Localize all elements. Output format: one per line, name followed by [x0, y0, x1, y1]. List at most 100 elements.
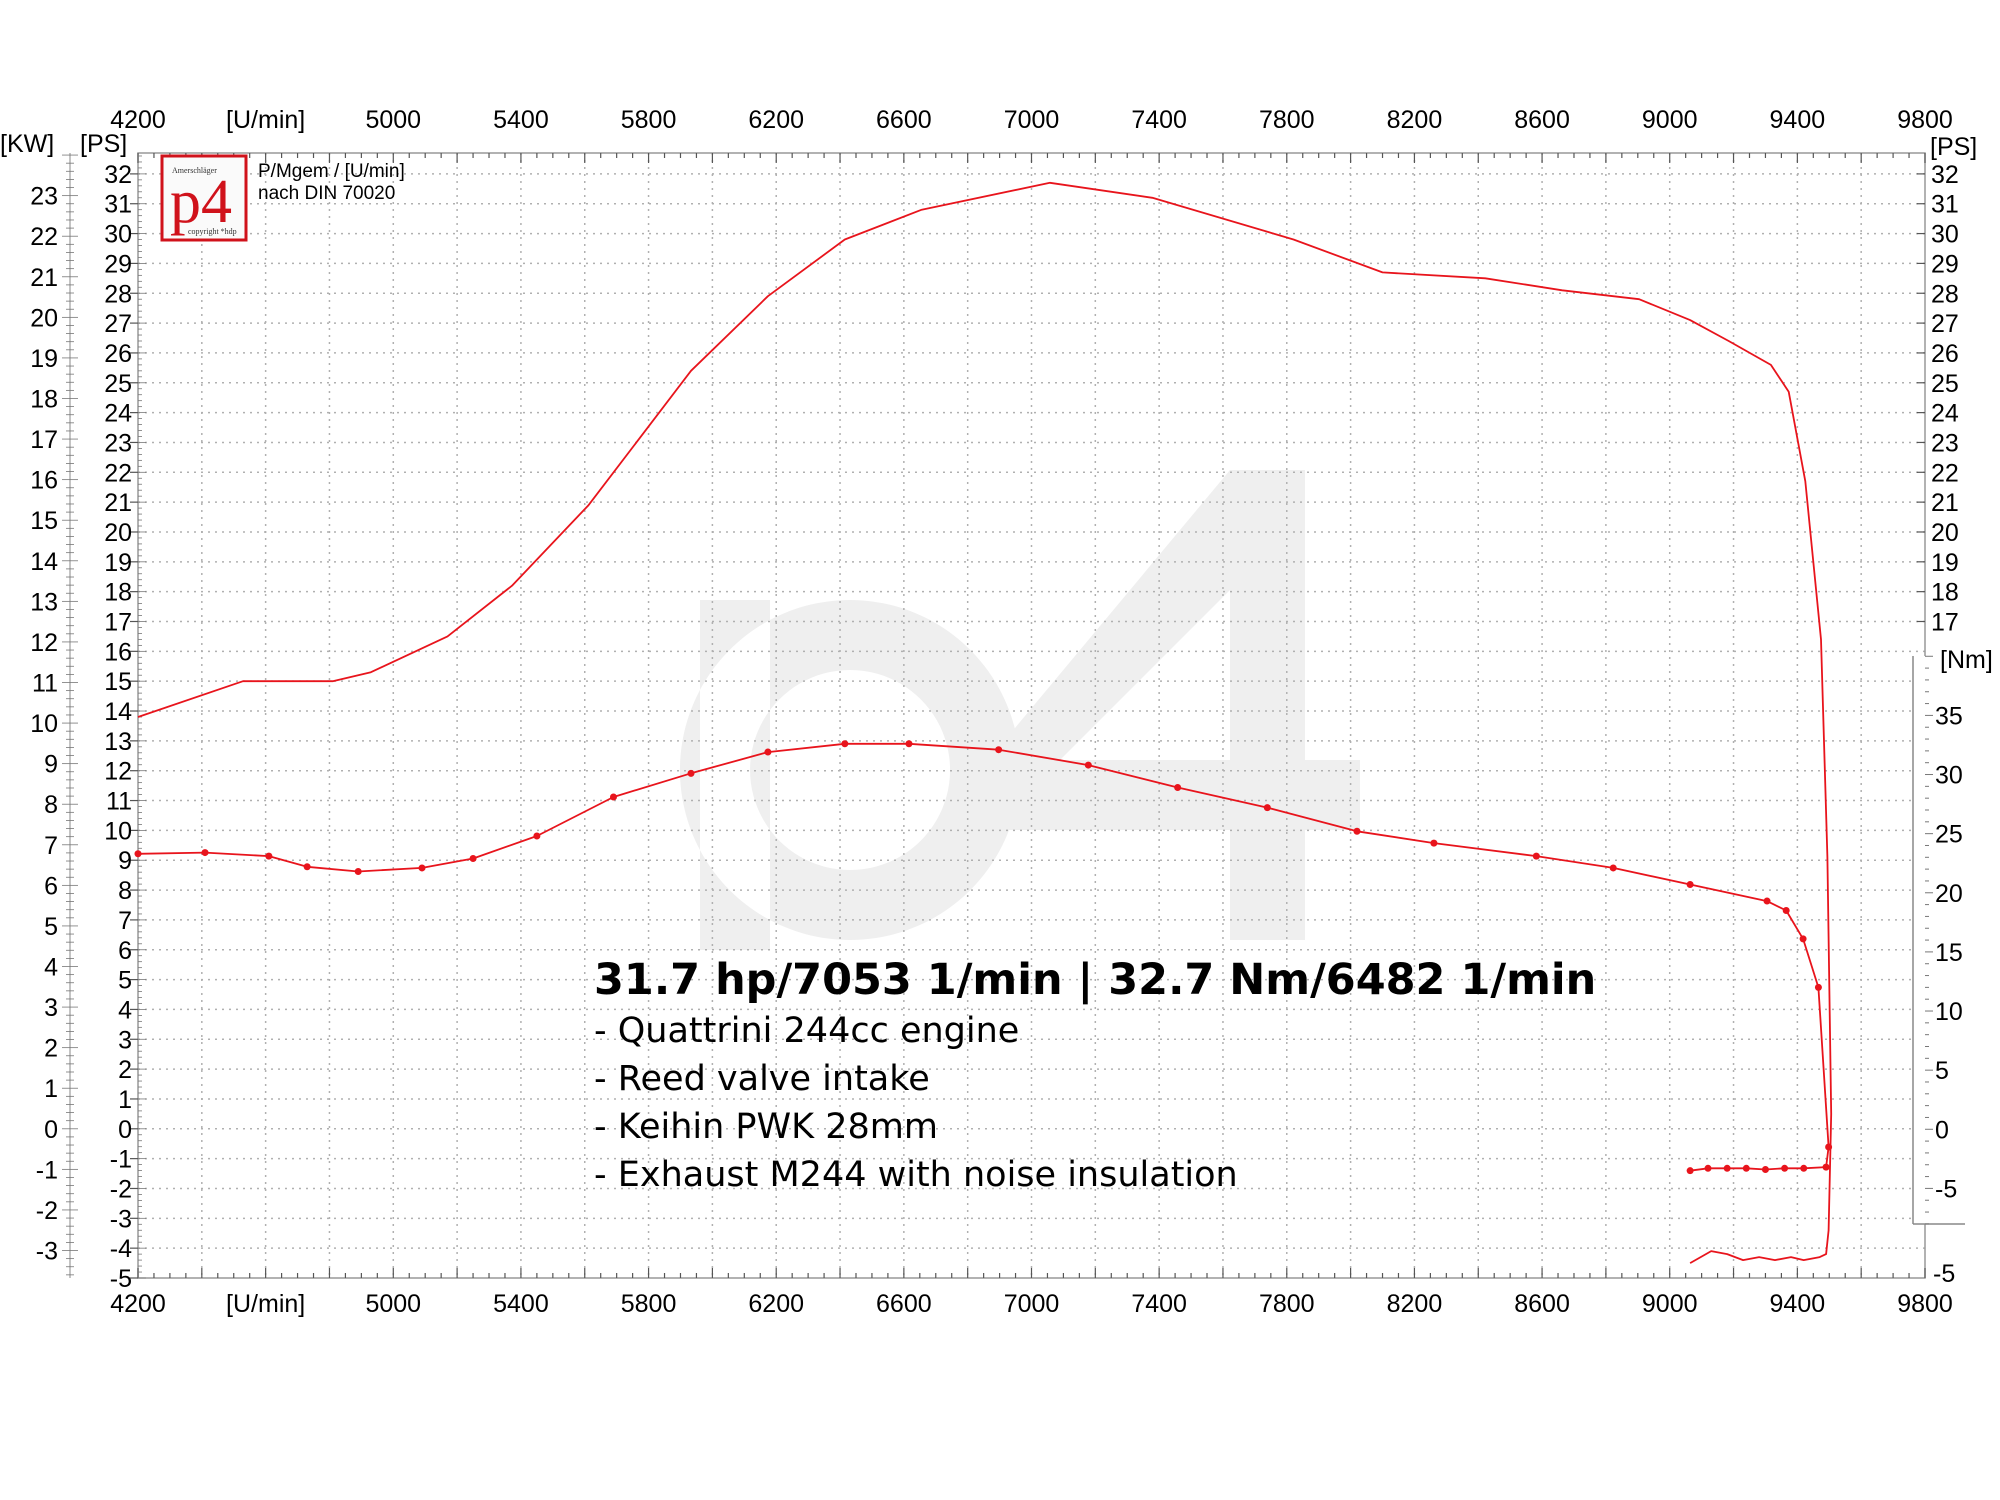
ps-tick-label-left: 22	[104, 459, 132, 487]
nm-tick-label: 35	[1935, 702, 1963, 730]
x-tick-label-top: 5400	[493, 106, 549, 134]
torque-point	[905, 740, 913, 748]
x-tick-label-bottom: 7400	[1131, 1290, 1187, 1318]
x-axis-label-top: [U/min]	[226, 106, 305, 134]
watermark-4-shape	[980, 470, 1360, 940]
ps-tick-label-right: 23	[1931, 429, 1959, 457]
x-tick-label-bottom: 7000	[1004, 1290, 1060, 1318]
nm-tick-label: -5	[1935, 1175, 1957, 1203]
ps-tick-label-left: 10	[104, 817, 132, 845]
ps-axis-label-right: [PS]	[1930, 133, 1977, 161]
torque-point	[1763, 897, 1771, 905]
legend-line-2: nach DIN 70020	[258, 183, 395, 204]
ps-tick-label-right: 20	[1931, 519, 1959, 547]
kw-tick-label: 11	[32, 670, 58, 698]
torque-point	[134, 850, 142, 858]
x-tick-label-bottom: 6600	[876, 1290, 932, 1318]
ps-tick-label-left: 9	[118, 847, 132, 875]
ps-tick-label-left: 0	[118, 1116, 132, 1144]
kw-tick-label: 16	[30, 467, 58, 495]
ps-tick-label-left: 5	[118, 967, 132, 995]
logo: Amerschläger p4 copyright *hdp	[160, 154, 248, 242]
ps-tick-label-left: 28	[104, 280, 132, 308]
annotation-line-3: - Keihin PWK 28mm	[594, 1107, 938, 1147]
torque-point	[1814, 983, 1822, 991]
nm-tick-label: 5	[1935, 1057, 1949, 1085]
kw-tick-label: 6	[44, 872, 58, 900]
ps-tick-label-left: 13	[104, 728, 132, 756]
ps-tick-label-left: 16	[104, 638, 132, 666]
x-tick-label-top: 9000	[1642, 106, 1698, 134]
torque-point	[995, 746, 1003, 754]
ps-tick-label-left: 30	[104, 221, 132, 249]
x-tick-label-bottom: 4200	[110, 1290, 166, 1318]
nm-tick-label: 20	[1935, 880, 1963, 908]
ps-tick-label-left: 25	[104, 370, 132, 398]
annotation-line-1: - Quattrini 244cc engine	[594, 1011, 1019, 1051]
ps-tick-label-right: 22	[1931, 459, 1959, 487]
nm-tick-label: 15	[1935, 939, 1963, 967]
ps-tick-label-left: 26	[104, 340, 132, 368]
torque-point	[841, 740, 849, 748]
ps-tick-label-left: 7	[118, 907, 132, 935]
torque-point	[764, 748, 772, 756]
torque-point	[1704, 1164, 1712, 1172]
x-tick-label-bottom: 5000	[365, 1290, 421, 1318]
kw-tick-label: 14	[30, 548, 58, 576]
ps-tick-label-right: 24	[1931, 400, 1959, 428]
kw-tick-label: 12	[30, 629, 58, 657]
x-tick-label-top: 4200	[110, 106, 166, 134]
x-tick-label-top: 5800	[621, 106, 677, 134]
kw-tick-label: 13	[30, 588, 58, 616]
x-tick-label-top: 7400	[1131, 106, 1187, 134]
torque-point	[303, 863, 311, 871]
x-tick-label-bottom: 9400	[1770, 1290, 1826, 1318]
ps-tick-label-left: 32	[104, 161, 132, 189]
ps-tick-label-left: -2	[110, 1175, 132, 1203]
ps-tick-label-right: 30	[1931, 221, 1959, 249]
kw-tick-label: 1	[44, 1075, 58, 1103]
torque-point	[1800, 1164, 1808, 1172]
torque-point	[265, 852, 273, 860]
ps-tick-label-left: 31	[104, 191, 132, 219]
kw-tick-label: 3	[44, 994, 58, 1022]
ps-tick-label-left: -4	[110, 1235, 132, 1263]
torque-point	[1174, 784, 1182, 792]
torque-point	[1084, 761, 1092, 769]
torque-point	[1353, 827, 1361, 835]
kw-tick-label: -3	[36, 1238, 58, 1266]
x-tick-label-top: 8600	[1514, 106, 1570, 134]
torque-point	[1799, 935, 1807, 943]
kw-tick-label: 4	[44, 954, 58, 982]
ps-tick-label-left: 21	[104, 489, 132, 517]
annotation-line-2: - Reed valve intake	[594, 1059, 930, 1099]
ps-tick-label-left: 18	[104, 579, 132, 607]
x-tick-label-bottom: 8600	[1514, 1290, 1570, 1318]
x-tick-label-bottom: 7800	[1259, 1290, 1315, 1318]
ps-tick-label-left: 15	[104, 668, 132, 696]
x-tick-label-bottom: 5800	[621, 1290, 677, 1318]
ps-tick-label-right: 21	[1931, 489, 1959, 517]
ps-tick-label-left: 11	[106, 788, 132, 816]
x-tick-label-top: 6600	[876, 106, 932, 134]
logo-main-text: p4	[170, 168, 232, 236]
annotation-line-4: - Exhaust M244 with noise insulation	[594, 1155, 1238, 1195]
nm-tick-label: 0	[1935, 1116, 1949, 1144]
nm-tick-label: 30	[1935, 762, 1963, 790]
ps-tick-label-left: 29	[104, 250, 132, 278]
ps-tick-label-left: -5	[110, 1265, 132, 1293]
ps-tick-label-right: 19	[1931, 549, 1959, 577]
x-tick-label-top: 5000	[365, 106, 421, 134]
kw-tick-label: 23	[30, 183, 58, 211]
ps-tick-label-left: 14	[104, 698, 132, 726]
torque-point	[418, 864, 426, 872]
ps-tick-label-left: 8	[118, 877, 132, 905]
logo-top-text: Amerschläger	[172, 166, 217, 175]
nm-tick-label: 10	[1935, 998, 1963, 1026]
logo-bottom-text: copyright *hdp	[188, 227, 237, 236]
kw-tick-label: 7	[44, 832, 58, 860]
kw-tick-label: 8	[44, 791, 58, 819]
ps-tick-label-left: 17	[104, 609, 132, 637]
x-tick-label-top: 7000	[1004, 106, 1060, 134]
